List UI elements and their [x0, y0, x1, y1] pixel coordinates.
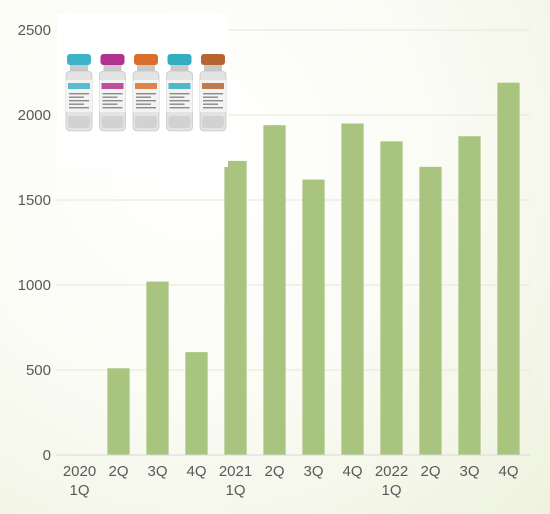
- bar: [458, 136, 481, 455]
- y-tick-label: 0: [43, 447, 51, 464]
- bars: [107, 82, 520, 455]
- bar: [419, 166, 442, 455]
- vial: [65, 54, 93, 132]
- y-axis-ticks: 0 500 1000 1500 2000 2500: [18, 22, 51, 464]
- bar: [497, 82, 520, 455]
- y-tick-label: 1000: [18, 277, 51, 294]
- x-tick-label: 2Q: [420, 463, 440, 480]
- vial: [132, 54, 160, 132]
- x-tick-label: 4Q: [342, 463, 362, 480]
- vaccine-vials-image: [57, 14, 228, 167]
- bar: [146, 281, 169, 455]
- x-tick-label: 2Q: [264, 463, 284, 480]
- bar: [185, 352, 208, 455]
- x-tick-label: 2020: [63, 463, 96, 480]
- x-tick-label: 2Q: [108, 463, 128, 480]
- x-axis-ticks: 2020 1Q 2Q 3Q 4Q 2021 1Q 2Q 3Q 4Q 2022 1Q 2Q 3Q 4Q: [63, 463, 519, 499]
- x-tick-label: 3Q: [303, 463, 323, 480]
- y-tick-label: 500: [26, 362, 51, 379]
- bar: [107, 368, 130, 455]
- x-tick-label: 2022: [375, 463, 408, 480]
- bar: [380, 141, 403, 455]
- x-tick-label: 3Q: [459, 463, 479, 480]
- x-tick-label: 4Q: [498, 463, 518, 480]
- x-tick-label: 1Q: [381, 482, 401, 499]
- vial: [199, 54, 227, 132]
- x-tick-label: 1Q: [69, 482, 89, 499]
- bar: [302, 179, 325, 455]
- vial: [99, 54, 126, 132]
- y-tick-label: 2500: [18, 22, 51, 39]
- x-tick-label: 1Q: [225, 482, 245, 499]
- x-tick-label: 3Q: [147, 463, 167, 480]
- x-tick-label: 4Q: [186, 463, 206, 480]
- y-tick-label: 2000: [18, 107, 51, 124]
- bar: [341, 123, 364, 455]
- vial: [166, 54, 193, 132]
- y-tick-label: 1500: [18, 192, 51, 209]
- bar: [224, 160, 247, 455]
- bar: [263, 125, 286, 455]
- x-tick-label: 2021: [219, 463, 252, 480]
